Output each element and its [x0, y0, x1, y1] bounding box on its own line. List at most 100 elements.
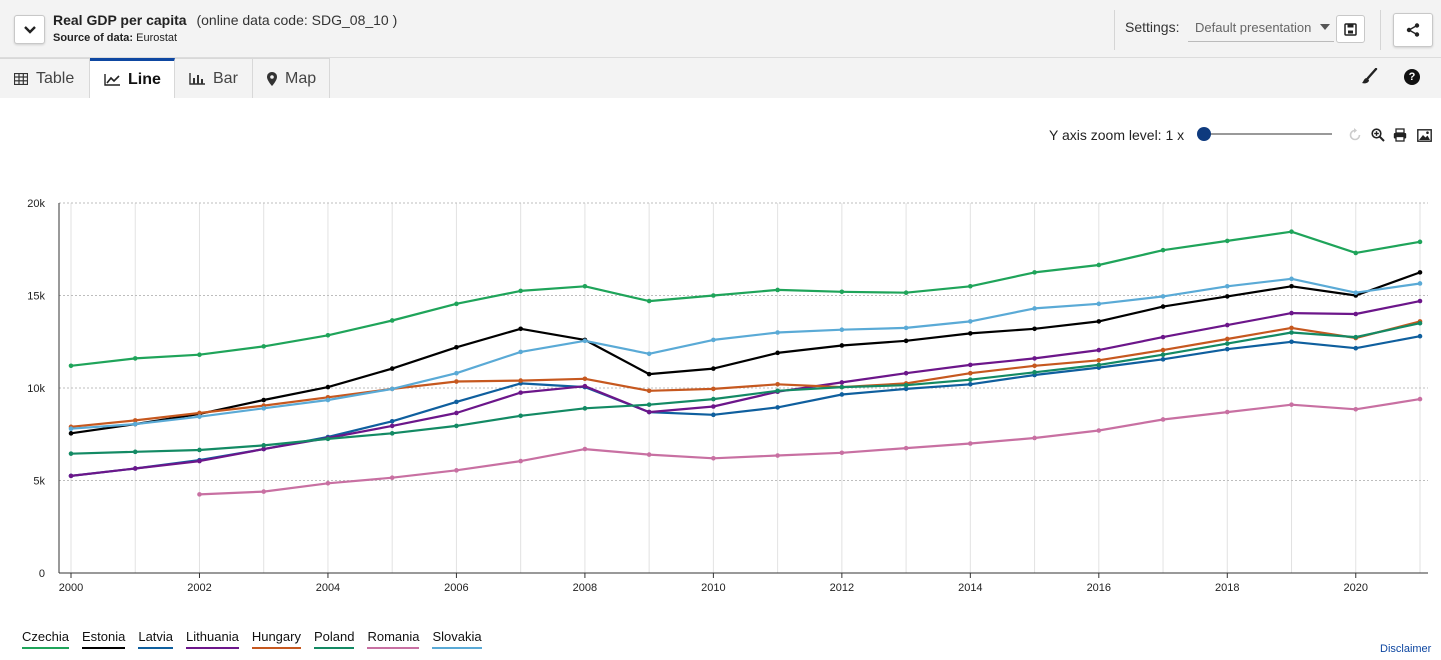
disclaimer-link[interactable]: Disclaimer	[1380, 643, 1432, 655]
data-point[interactable]	[1417, 281, 1423, 286]
collapse-button[interactable]	[14, 15, 45, 44]
series-estonia[interactable]	[68, 270, 1423, 436]
data-point[interactable]	[711, 396, 716, 402]
series-romania[interactable]	[197, 396, 1423, 497]
data-point[interactable]	[197, 447, 202, 453]
data-point[interactable]	[518, 349, 523, 355]
data-point[interactable]	[1224, 346, 1230, 352]
series-line[interactable]	[70, 322, 1421, 455]
data-point[interactable]	[132, 421, 138, 427]
data-point[interactable]	[1289, 229, 1294, 234]
data-point[interactable]	[1096, 347, 1102, 353]
data-point[interactable]	[197, 410, 202, 416]
data-point[interactable]	[1096, 357, 1102, 363]
data-point[interactable]	[968, 377, 973, 382]
data-point[interactable]	[646, 351, 652, 357]
legend-item-romania[interactable]: Romania	[367, 629, 420, 649]
zoom-slider-track[interactable]	[1204, 133, 1332, 135]
data-point[interactable]	[1224, 322, 1230, 328]
zoom-slider-thumb[interactable]	[1197, 127, 1211, 141]
series-line[interactable]	[199, 398, 1421, 496]
data-point[interactable]	[1160, 352, 1166, 357]
data-point[interactable]	[1289, 325, 1294, 331]
legend-item-lithuania[interactable]: Lithuania	[186, 629, 239, 649]
data-point[interactable]	[1353, 250, 1359, 256]
data-point[interactable]	[1417, 396, 1423, 402]
data-point[interactable]	[1160, 347, 1166, 353]
download-image-button[interactable]	[1416, 127, 1432, 143]
data-point[interactable]	[389, 386, 395, 392]
data-point[interactable]	[389, 431, 395, 436]
tab-line[interactable]: Line	[90, 58, 175, 98]
data-point[interactable]	[389, 475, 395, 481]
data-point[interactable]	[711, 412, 716, 418]
series-poland[interactable]	[68, 320, 1423, 456]
data-point[interactable]	[903, 325, 909, 331]
data-point[interactable]	[454, 301, 459, 307]
data-point[interactable]	[518, 378, 523, 383]
data-point[interactable]	[197, 414, 202, 419]
help-icon[interactable]: ?	[1404, 69, 1420, 85]
data-point[interactable]	[839, 384, 845, 390]
data-point[interactable]	[903, 386, 909, 392]
data-point[interactable]	[839, 327, 845, 333]
series-line[interactable]	[70, 230, 1421, 367]
share-button[interactable]	[1393, 13, 1433, 47]
data-point[interactable]	[518, 390, 523, 395]
data-point[interactable]	[968, 441, 973, 446]
data-point[interactable]	[711, 386, 716, 392]
series-line[interactable]	[70, 277, 1421, 430]
data-point[interactable]	[68, 431, 74, 436]
data-point[interactable]	[132, 356, 138, 361]
data-point[interactable]	[1289, 276, 1294, 282]
data-point[interactable]	[582, 283, 588, 289]
data-point[interactable]	[839, 343, 845, 348]
data-point[interactable]	[1289, 330, 1294, 335]
data-point[interactable]	[1160, 247, 1166, 253]
data-point[interactable]	[1224, 341, 1230, 346]
data-point[interactable]	[582, 383, 588, 389]
data-point[interactable]	[1032, 435, 1037, 441]
data-point[interactable]	[325, 384, 331, 390]
data-point[interactable]	[325, 332, 331, 338]
data-point[interactable]	[1032, 270, 1037, 275]
data-point[interactable]	[454, 423, 459, 429]
data-point[interactable]	[1224, 336, 1230, 342]
data-point[interactable]	[1032, 326, 1037, 332]
series-czechia[interactable]	[68, 229, 1423, 369]
data-point[interactable]	[1160, 304, 1166, 309]
data-point[interactable]	[968, 283, 973, 289]
data-point[interactable]	[132, 466, 138, 471]
data-point[interactable]	[325, 480, 331, 486]
data-point[interactable]	[775, 388, 780, 394]
zoom-in-button[interactable]	[1370, 127, 1386, 143]
data-point[interactable]	[1353, 345, 1359, 351]
data-point[interactable]	[903, 338, 909, 344]
data-point[interactable]	[1224, 238, 1230, 244]
tab-map[interactable]: Map	[253, 58, 330, 98]
data-point[interactable]	[197, 352, 202, 357]
data-point[interactable]	[968, 331, 973, 336]
legend-item-estonia[interactable]: Estonia	[81, 629, 126, 649]
data-point[interactable]	[518, 413, 523, 419]
data-point[interactable]	[68, 363, 74, 369]
data-point[interactable]	[1289, 310, 1294, 316]
data-point[interactable]	[711, 366, 716, 371]
data-point[interactable]	[1417, 270, 1423, 275]
data-point[interactable]	[646, 452, 652, 457]
data-point[interactable]	[1417, 239, 1423, 245]
data-point[interactable]	[454, 399, 459, 405]
data-point[interactable]	[839, 380, 845, 385]
data-point[interactable]	[1032, 306, 1037, 311]
data-point[interactable]	[1160, 294, 1166, 299]
data-point[interactable]	[1417, 333, 1423, 339]
data-point[interactable]	[68, 451, 74, 456]
data-point[interactable]	[1353, 311, 1359, 317]
data-point[interactable]	[197, 492, 202, 497]
data-point[interactable]	[775, 405, 780, 410]
data-point[interactable]	[646, 409, 652, 415]
data-point[interactable]	[1096, 301, 1102, 307]
data-point[interactable]	[1096, 319, 1102, 324]
data-point[interactable]	[839, 392, 845, 397]
legend-item-poland[interactable]: Poland	[313, 629, 355, 649]
